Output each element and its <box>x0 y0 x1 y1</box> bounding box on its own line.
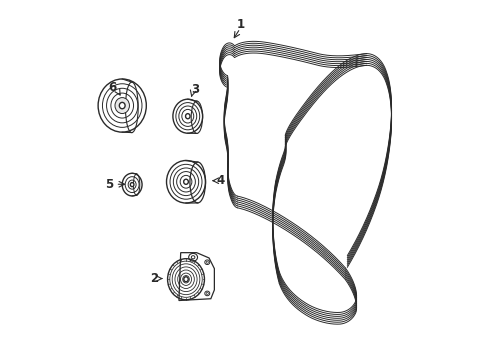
Text: 1: 1 <box>236 18 244 31</box>
Ellipse shape <box>130 183 134 186</box>
Text: 5: 5 <box>104 178 113 191</box>
Text: 2: 2 <box>150 272 158 285</box>
Ellipse shape <box>183 277 188 282</box>
Text: 3: 3 <box>190 83 199 96</box>
Text: 4: 4 <box>216 174 224 187</box>
Ellipse shape <box>185 114 190 119</box>
Ellipse shape <box>119 102 125 109</box>
Ellipse shape <box>183 179 188 184</box>
Text: 6: 6 <box>108 81 117 94</box>
Ellipse shape <box>115 98 129 113</box>
